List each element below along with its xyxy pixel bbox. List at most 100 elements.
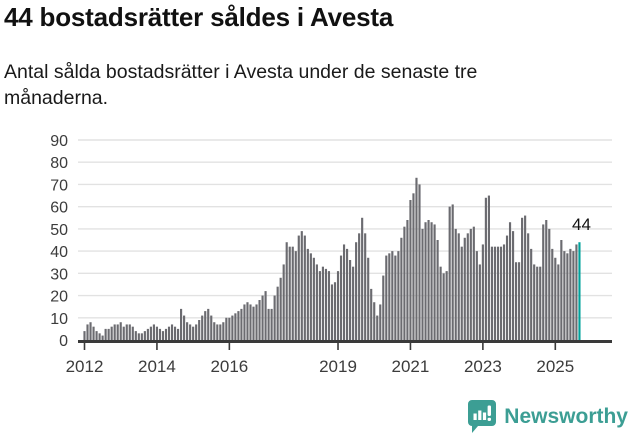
bar [530,248,533,340]
y-axis-tick-label: 70 [50,177,68,194]
bar [180,308,183,340]
x-axis-tick-label: 2016 [210,357,248,376]
bar [213,322,216,340]
bar [475,251,478,340]
bar [125,324,128,340]
bar [240,308,243,340]
bar [309,253,312,340]
bar [170,324,174,340]
bar [563,251,566,340]
bar [457,233,460,340]
bar [222,322,225,340]
bar [391,251,394,340]
bar [349,260,352,340]
bar [119,322,122,340]
bar [533,264,536,340]
bar [484,197,487,340]
bar [252,306,255,340]
y-axis-tick-label: 60 [50,200,68,217]
bar [234,313,237,340]
newsworthy-logo-icon [468,400,497,433]
bar [454,228,457,340]
bar [336,271,340,340]
highlighted-bar [578,242,581,340]
bar [116,324,119,340]
bar [460,246,463,340]
bar [246,302,249,340]
bar [478,264,481,340]
bar [469,228,472,340]
bar [276,286,279,340]
bar [255,304,258,340]
x-axis-tick-label: 2014 [138,357,176,376]
bar [451,204,454,340]
bar [149,326,152,340]
bar [575,244,578,340]
bar [572,251,575,340]
bar [409,200,412,340]
bar [143,331,146,340]
bar [312,257,315,340]
bar [183,315,186,340]
bar [418,184,421,340]
bar [376,315,379,340]
bar [122,326,125,340]
bar [264,291,267,340]
x-axis-tick-label: 2021 [392,357,430,376]
y-axis-tick-label: 40 [50,244,68,261]
bar [86,324,89,340]
bar [207,308,210,340]
bar [155,326,159,340]
bar [542,224,545,340]
y-axis-tick-label: 10 [50,311,68,328]
bar [164,328,168,340]
bar [128,324,131,340]
bar [161,331,165,340]
bar [364,233,367,340]
bar [195,324,198,340]
y-axis-tick-label: 50 [50,222,68,239]
bar [201,315,204,340]
bar [345,248,349,340]
bar [400,237,403,340]
bar [152,324,155,340]
bar [249,304,252,340]
bar [385,255,388,340]
bar [379,304,382,340]
y-axis-tick-label: 80 [50,155,68,172]
bar [415,177,418,340]
y-axis-tick-label: 0 [59,333,68,350]
bar [373,302,376,340]
bar [367,257,370,340]
bar [508,222,512,340]
bar [436,240,439,340]
bar [560,240,563,340]
bar [403,226,406,340]
bar [318,271,321,340]
bar [342,244,346,340]
bar [430,222,433,340]
bar [424,222,427,340]
bar [167,326,171,340]
bar [291,246,294,340]
bar [442,273,445,340]
bar [496,246,500,340]
bar [518,262,521,340]
brand-name: Newsworthy [504,404,628,428]
bar [297,235,300,340]
bar [258,300,261,340]
bar [92,326,95,340]
bar [554,257,557,340]
bar [270,308,273,340]
bar [113,324,116,340]
bar [358,233,361,340]
bar [243,304,246,340]
x-axis-tick-label: 2012 [66,357,104,376]
bar [536,266,539,340]
bar [569,248,572,340]
bar [158,328,162,340]
bar [397,251,400,340]
bar [101,335,104,340]
bar [176,328,180,340]
bar [548,228,551,340]
